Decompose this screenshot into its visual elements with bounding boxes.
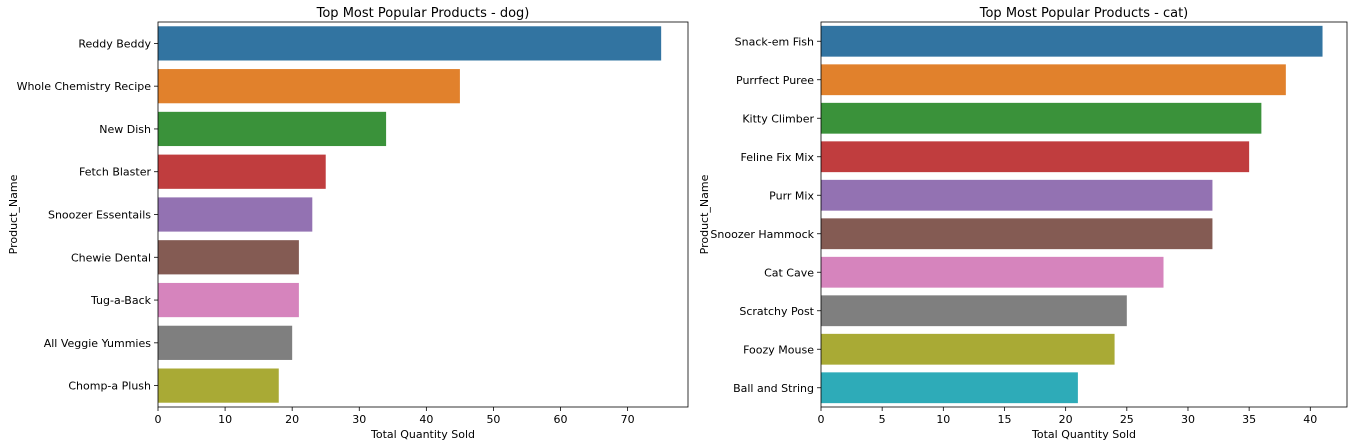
dog-x-tick-label: 20 xyxy=(285,413,299,426)
dog-bar xyxy=(158,154,326,189)
cat-bar xyxy=(821,102,1262,134)
dog-y-tick-label: Reddy Beddy xyxy=(78,37,151,50)
cat-x-tick-label: 0 xyxy=(818,413,825,426)
cat-y-tick-label: Scratchy Post xyxy=(739,305,814,318)
cat-chart-title: Top Most Popular Products - cat) xyxy=(979,6,1189,21)
dog-x-tick-label: 60 xyxy=(554,413,568,426)
dog-x-axis-label: Total Quantity Sold xyxy=(370,428,475,441)
dog-axes-frame xyxy=(157,21,689,408)
dog-y-axis-label: Product_Name xyxy=(7,174,20,254)
cat-bar xyxy=(821,64,1286,96)
cat-x-tick-label: 30 xyxy=(1181,413,1195,426)
dog-x-tick-label: 40 xyxy=(419,413,433,426)
cat-y-tick-label: Purrfect Puree xyxy=(736,74,814,87)
dog-bar xyxy=(158,368,279,403)
cat-bar xyxy=(821,256,1164,288)
dog-y-tick-label: New Dish xyxy=(99,123,151,136)
dog-bar-chart: Top Most Popular Products - dog) Total Q… xyxy=(7,6,689,441)
dog-x-tick-label: 70 xyxy=(621,413,635,426)
cat-bar-chart: Top Most Popular Products - cat) Total Q… xyxy=(698,6,1348,441)
cat-bar xyxy=(821,218,1213,250)
cat-bar xyxy=(821,295,1127,327)
dog-y-tick-label: All Veggie Yummies xyxy=(44,337,152,350)
dog-bar xyxy=(158,325,293,360)
dog-x-tick-label: 10 xyxy=(218,413,232,426)
cat-y-tick-label: Snoozer Hammock xyxy=(710,228,814,241)
cat-y-tick-label: Kitty Climber xyxy=(742,112,814,125)
dog-bar xyxy=(158,282,299,318)
cat-bar xyxy=(821,333,1115,365)
cat-y-tick-label: Foozy Mouse xyxy=(743,343,814,356)
cat-y-tick-label: Feline Fix Mix xyxy=(741,151,815,164)
cat-x-tick-label: 35 xyxy=(1242,413,1256,426)
dog-y-tick-label: Snoozer Essentails xyxy=(48,209,151,222)
dog-y-tick-label: Whole Chemistry Recipe xyxy=(17,80,152,93)
dog-x-tick-label: 0 xyxy=(155,413,162,426)
cat-bar xyxy=(821,372,1078,404)
dog-bar xyxy=(158,26,662,61)
dog-x-tick-label: 50 xyxy=(486,413,500,426)
cat-x-axis-label: Total Quantity Sold xyxy=(1031,428,1136,441)
cat-x-tick-label: 20 xyxy=(1059,413,1073,426)
dog-chart-title: Top Most Popular Products - dog) xyxy=(316,6,530,21)
cat-y-tick-label: Snack-em Fish xyxy=(735,35,814,48)
dog-y-tick-label: Chewie Dental xyxy=(71,251,151,264)
dog-x-tick-label: 30 xyxy=(352,413,366,426)
cat-y-tick-label: Purr Mix xyxy=(769,189,814,202)
cat-y-tick-label: Ball and String xyxy=(733,382,814,395)
cat-axes-frame xyxy=(820,21,1348,408)
cat-x-tick-label: 10 xyxy=(936,413,950,426)
cat-x-tick-label: 25 xyxy=(1120,413,1134,426)
dog-y-tick-label: Chomp-a Plush xyxy=(68,380,151,393)
cat-y-tick-label: Cat Cave xyxy=(764,266,814,279)
cat-bar xyxy=(821,25,1323,57)
dog-y-tick-label: Fetch Blaster xyxy=(79,166,151,179)
dog-bar xyxy=(158,197,313,232)
cat-x-tick-label: 40 xyxy=(1303,413,1317,426)
cat-y-axis-label: Product_Name xyxy=(698,174,711,254)
dog-bar xyxy=(158,111,387,147)
dog-bar xyxy=(158,240,299,275)
cat-bar xyxy=(821,179,1213,211)
cat-x-tick-label: 5 xyxy=(879,413,886,426)
dog-y-tick-label: Tug-a-Back xyxy=(90,294,152,307)
cat-x-tick-label: 15 xyxy=(997,413,1011,426)
cat-bar xyxy=(821,141,1250,173)
dog-bar xyxy=(158,69,460,104)
